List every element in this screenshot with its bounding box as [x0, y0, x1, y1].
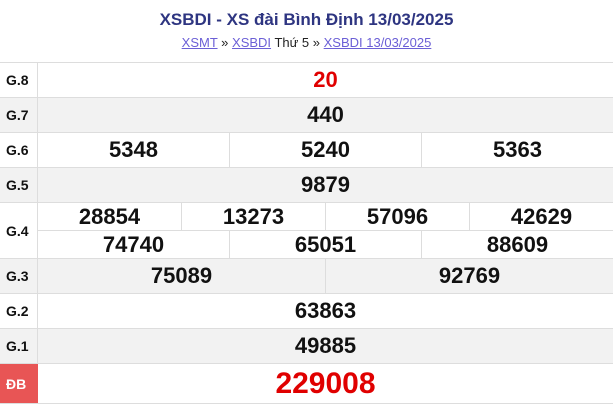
prize-number: 5240 — [229, 133, 421, 167]
prize-number: 57096 — [325, 203, 469, 230]
prize-numbers: 63863 — [38, 294, 613, 328]
prize-label: G.7 — [0, 98, 38, 132]
prize-number-line: 74740 65051 88609 — [38, 230, 613, 258]
prize-row-đb: ĐB 229008 — [0, 364, 613, 404]
prize-numbers: 20 — [38, 63, 613, 97]
prize-row-g5: G.5 9879 — [0, 168, 613, 203]
prize-number: 74740 — [102, 231, 165, 257]
prize-label: G.2 — [0, 294, 38, 328]
prize-row-g6: G.6 5348 5240 5363 — [0, 133, 613, 168]
prize-label: G.1 — [0, 329, 38, 363]
breadcrumb-day: Thứ 5 — [274, 35, 310, 50]
breadcrumb-xsmt-link[interactable]: XSMT — [181, 35, 218, 50]
prize-label: G.3 — [0, 259, 38, 293]
prize-numbers: 440 — [38, 98, 613, 132]
prize-numbers: 28854 13273 57096 42629 74740 65051 88609 — [38, 203, 613, 258]
prize-number: 49885 — [294, 333, 357, 358]
prize-number-line: 9879 — [38, 168, 613, 202]
prize-label: ĐB — [0, 364, 38, 403]
prize-number: 229008 — [275, 366, 376, 400]
prize-label: G.5 — [0, 168, 38, 202]
prize-numbers: 5348 5240 5363 — [38, 133, 613, 167]
breadcrumb: XSMT » XSBDI Thứ 5 » XSBDI 13/03/2025 — [0, 35, 613, 50]
prize-number-line: 75089 92769 — [38, 259, 613, 293]
prize-number: 92769 — [325, 259, 613, 293]
prize-row-g4: G.4 28854 13273 57096 42629 74740 65051 88609 — [0, 203, 613, 259]
prize-number: 65051 — [229, 231, 421, 258]
prize-label: G.8 — [0, 63, 38, 97]
prize-number-line: 229008 — [38, 364, 613, 403]
prize-label: G.6 — [0, 133, 38, 167]
prize-number-line: 63863 — [38, 294, 613, 328]
prize-row-g8: G.8 20 — [0, 63, 613, 98]
page-header: XSBDI - XS đài Bình Định 13/03/2025 XSMT… — [0, 0, 613, 63]
breadcrumb-xsbdi-link[interactable]: XSBDI — [232, 35, 272, 50]
prize-number-line: 49885 — [38, 329, 613, 363]
prize-number-line: 5348 5240 5363 — [38, 133, 613, 167]
breadcrumb-separator: » — [312, 35, 321, 50]
prize-numbers: 49885 — [38, 329, 613, 363]
prize-numbers: 229008 — [38, 364, 613, 403]
prize-number-line: 20 — [38, 63, 613, 97]
breadcrumb-date-link[interactable]: XSBDI 13/03/2025 — [323, 35, 432, 50]
results-table: G.8 20 G.7 440 G.6 5348 5240 5363 G.5 9879 G.4 2885… — [0, 63, 613, 404]
prize-number: 20 — [313, 67, 338, 92]
prize-number: 5363 — [421, 133, 613, 167]
prize-row-g7: G.7 440 — [0, 98, 613, 133]
prize-numbers: 9879 — [38, 168, 613, 202]
prize-number-line: 28854 13273 57096 42629 — [38, 203, 613, 230]
breadcrumb-separator: » — [221, 35, 229, 50]
prize-row-g2: G.2 63863 — [0, 294, 613, 329]
prize-number-line: 440 — [38, 98, 613, 132]
prize-number: 5348 — [109, 137, 158, 162]
prize-number: 28854 — [78, 203, 141, 229]
page-title: XSBDI - XS đài Bình Định 13/03/2025 — [159, 10, 454, 29]
prize-number: 42629 — [469, 203, 613, 230]
prize-row-g3: G.3 75089 92769 — [0, 259, 613, 294]
prize-label: G.4 — [0, 203, 38, 258]
prize-number: 440 — [307, 102, 344, 127]
prize-number: 9879 — [301, 172, 350, 197]
prize-number: 75089 — [150, 263, 213, 288]
prize-number: 63863 — [294, 298, 357, 323]
prize-number: 13273 — [181, 203, 325, 230]
prize-numbers: 75089 92769 — [38, 259, 613, 293]
prize-number: 88609 — [421, 231, 613, 258]
prize-row-g1: G.1 49885 — [0, 329, 613, 364]
